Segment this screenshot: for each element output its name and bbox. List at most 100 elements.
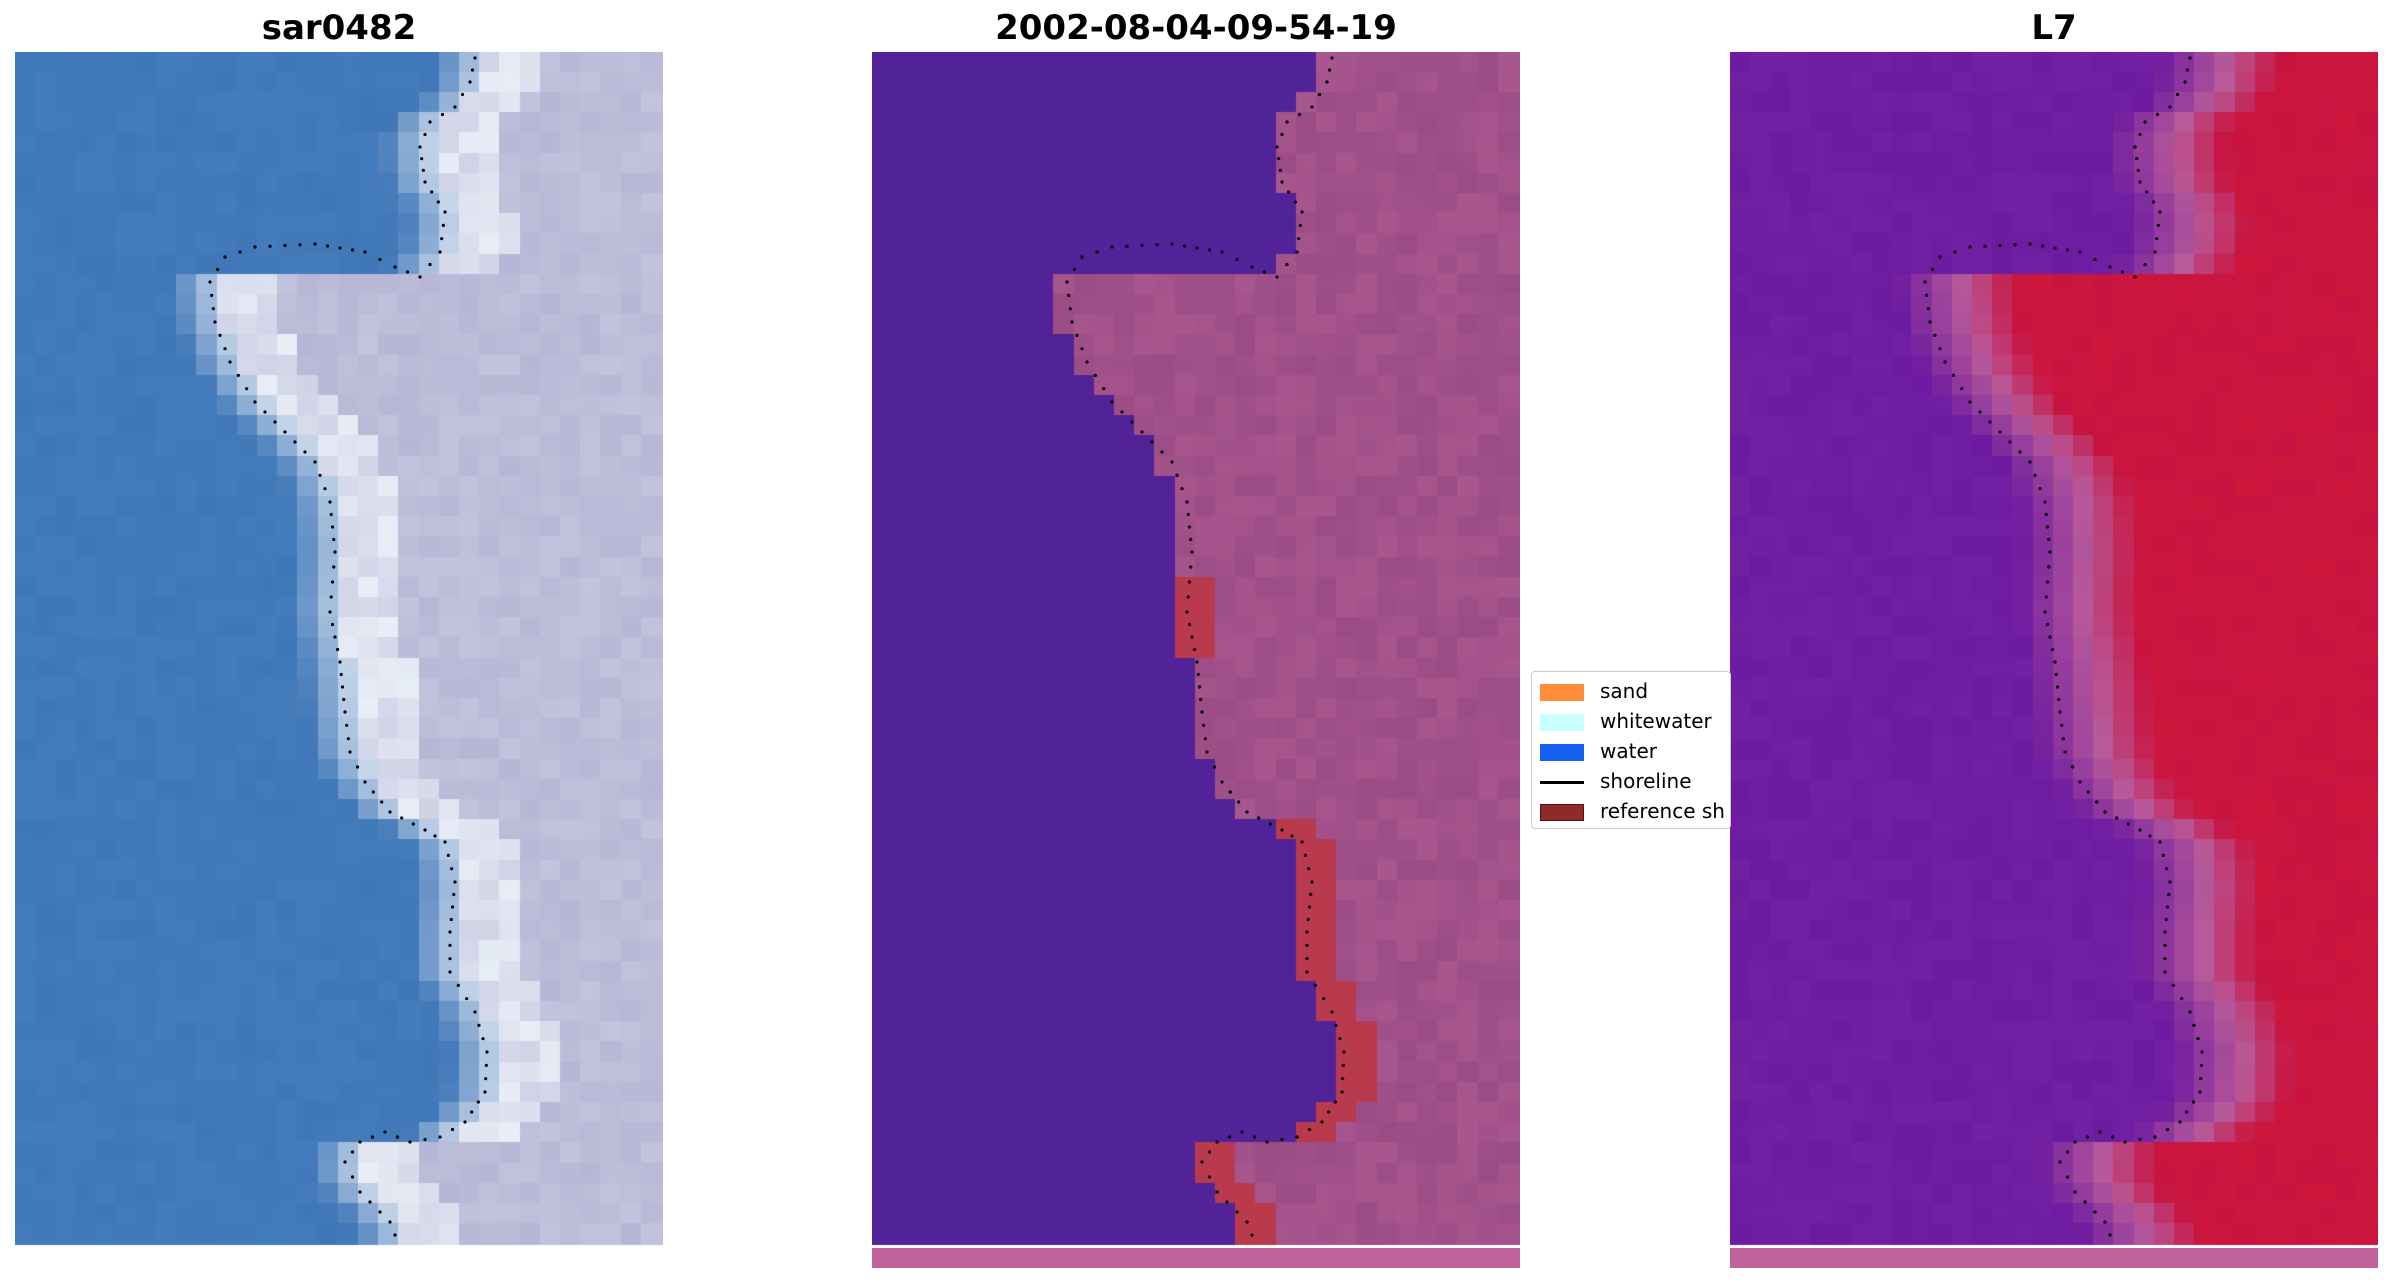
shoreline-point	[2167, 892, 2171, 897]
shoreline-point	[2163, 943, 2167, 947]
shoreline-point	[293, 440, 297, 444]
shoreline-point	[2073, 1190, 2077, 1194]
shoreline-point	[2120, 270, 2125, 274]
shoreline-point	[1317, 92, 1322, 97]
shoreline-point	[2123, 1140, 2127, 1144]
shoreline-point	[378, 1210, 382, 1214]
shoreline-point	[210, 293, 214, 297]
shoreline-point	[1310, 880, 1314, 884]
shoreline-point	[438, 1135, 442, 1139]
shoreline-point	[263, 410, 267, 414]
shoreline-point	[2165, 1127, 2170, 1132]
shoreline-point	[223, 347, 227, 351]
shoreline-point	[339, 672, 343, 677]
shoreline-point	[333, 635, 337, 639]
shoreline-point	[1180, 487, 1184, 491]
shoreline-point	[1207, 1150, 1212, 1154]
shoreline-point	[2138, 1137, 2142, 1142]
shoreline-point	[2143, 262, 2147, 267]
shoreline-point	[1068, 307, 1072, 311]
shoreline-point	[1065, 280, 1069, 284]
shoreline-point	[1150, 440, 1154, 444]
shoreline-point	[2196, 1037, 2200, 1041]
shoreline-point	[1313, 983, 1317, 987]
shoreline-point	[1307, 867, 1311, 871]
shoreline-point	[393, 265, 397, 269]
shoreline-point	[2138, 828, 2142, 832]
shoreline-point	[338, 246, 342, 250]
shoreline-point	[1280, 828, 1284, 832]
shoreline-point	[484, 1077, 488, 1081]
shoreline-point	[2103, 1220, 2107, 1224]
shoreline-point	[1305, 970, 1309, 974]
shoreline-point	[477, 1023, 481, 1027]
shoreline-point	[473, 56, 477, 60]
shoreline-point	[408, 1140, 412, 1144]
shoreline-point	[332, 565, 336, 569]
shoreline-point	[423, 1137, 427, 1142]
shoreline-point	[330, 622, 335, 627]
shoreline-point	[1998, 243, 2002, 248]
shoreline-point	[453, 105, 457, 109]
shoreline-point	[1960, 387, 1964, 391]
shoreline-point	[2098, 1130, 2102, 1134]
shoreline-point	[348, 750, 352, 754]
shoreline-point	[1307, 1127, 1312, 1132]
shoreline-point	[1075, 333, 1079, 337]
shoreline-point	[2044, 595, 2048, 599]
legend-label-sand: sand	[1600, 679, 1649, 703]
index-image-panel	[1730, 52, 2378, 1248]
shoreline-point	[313, 460, 317, 464]
shoreline-point	[2063, 750, 2067, 754]
shoreline-point	[213, 320, 217, 324]
shoreline-point	[1285, 262, 1289, 267]
shoreline-point	[450, 867, 454, 871]
shoreline-point	[1170, 460, 1174, 464]
shoreline-point	[1953, 250, 1957, 254]
shoreline-point	[2047, 537, 2051, 542]
shoreline-point	[2138, 180, 2142, 184]
legend-item-whitewater: whitewater	[1540, 708, 1730, 734]
shoreline-point	[2165, 905, 2170, 909]
shoreline-point	[1933, 333, 1937, 337]
shoreline-point	[1240, 1130, 1244, 1134]
shoreline-point	[2175, 92, 2180, 97]
shoreline-point	[283, 243, 287, 248]
classified-image-bottom-band	[872, 1248, 1520, 1268]
shoreline-point	[2145, 190, 2149, 194]
shoreline-point	[1277, 157, 1281, 161]
shoreline-point	[1305, 930, 1309, 934]
shoreline-point	[1334, 1023, 1338, 1027]
shoreline-point	[2054, 672, 2058, 677]
shoreline-point	[1305, 957, 1309, 961]
shoreline-point	[253, 245, 257, 249]
shoreline-point	[440, 112, 445, 117]
shoreline-point	[1185, 500, 1189, 504]
shoreline-point	[2171, 983, 2175, 987]
shoreline-point	[1215, 1190, 1219, 1194]
shoreline-point	[418, 275, 422, 279]
shoreline-point	[1250, 265, 1254, 269]
shoreline-point	[1203, 737, 1207, 741]
classified-image-panel	[872, 52, 1520, 1248]
shoreline-point	[456, 983, 460, 987]
shoreline-point	[1085, 360, 1089, 364]
shoreline-point	[2055, 685, 2060, 689]
shoreline-point	[1327, 1110, 1331, 1114]
shoreline-point	[2164, 917, 2168, 922]
shoreline-point	[1197, 685, 1202, 689]
shoreline-point	[1185, 610, 1189, 614]
shoreline-point	[1140, 243, 1144, 248]
shoreline-point	[358, 1140, 362, 1144]
shoreline-point	[2110, 1135, 2115, 1139]
shoreline-point	[2161, 853, 2165, 857]
shoreline-point	[2192, 1023, 2196, 1027]
shoreline-point	[1196, 672, 1200, 677]
shoreline-point	[2061, 737, 2065, 741]
shoreline-point	[2058, 710, 2062, 714]
shoreline-point	[476, 1100, 480, 1104]
shoreline-point	[1095, 250, 1099, 254]
shoreline-point	[2143, 120, 2147, 124]
legend-swatch-whitewater	[1540, 714, 1584, 731]
shoreline-point	[298, 243, 302, 247]
